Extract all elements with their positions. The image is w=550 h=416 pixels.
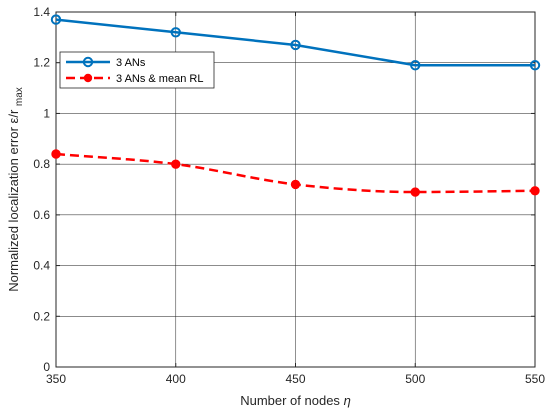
series-line	[55, 18, 535, 67]
data-point	[529, 60, 541, 71]
x-tick-label: 400	[166, 372, 186, 386]
data-point	[290, 179, 301, 190]
x-tick-label: 450	[285, 372, 305, 386]
data-point	[170, 27, 181, 38]
data-point	[51, 149, 61, 159]
x-axis-label-symbol: η	[344, 393, 351, 408]
series-2	[51, 149, 540, 197]
data-point	[171, 159, 181, 169]
legend-label: 3 ANs	[116, 57, 146, 69]
x-axis-label: Number of nodes η	[240, 393, 351, 408]
x-tick-label: 350	[46, 372, 66, 386]
data-point	[290, 39, 301, 51]
y-tick-label: 0.4	[33, 259, 50, 273]
x-axis-label-text: Number of nodes	[240, 393, 340, 408]
data-point	[50, 14, 62, 25]
legend: 3 ANs 3 ANs & mean RL	[59, 51, 215, 89]
axis-ticks: 350 400 450 500 550 0 0.2 0.4 0.6 0.8 1 1.2 1.4	[33, 5, 545, 386]
legend-label: 3 ANs & mean RL	[116, 73, 203, 85]
data-point	[410, 187, 420, 197]
legend-marker	[82, 56, 94, 68]
y-tick-label: 0	[43, 360, 50, 374]
y-axis-label-text: Normalized localization error ε/r	[6, 109, 21, 292]
legend-entry: 3 ANs & mean RL	[66, 73, 203, 85]
y-axis-label: Normalized localization error ε/r max	[6, 87, 25, 292]
y-tick-label: 1.2	[33, 56, 50, 70]
data-point	[410, 60, 421, 71]
y-tick-label: 0.2	[33, 309, 50, 323]
y-tick-label: 1	[43, 106, 50, 120]
y-tick-label: 1.4	[33, 5, 50, 19]
data-point	[530, 186, 540, 196]
legend-entry: 3 ANs	[66, 56, 146, 69]
y-axis-label-subscript: max	[14, 87, 25, 106]
series-1	[50, 14, 541, 71]
y-tick-label: 0.6	[33, 208, 50, 222]
x-tick-label: 500	[405, 372, 425, 386]
series-group	[50, 14, 541, 197]
y-tick-label: 0.8	[33, 157, 50, 171]
x-tick-label: 550	[525, 372, 545, 386]
legend-marker	[83, 73, 93, 83]
